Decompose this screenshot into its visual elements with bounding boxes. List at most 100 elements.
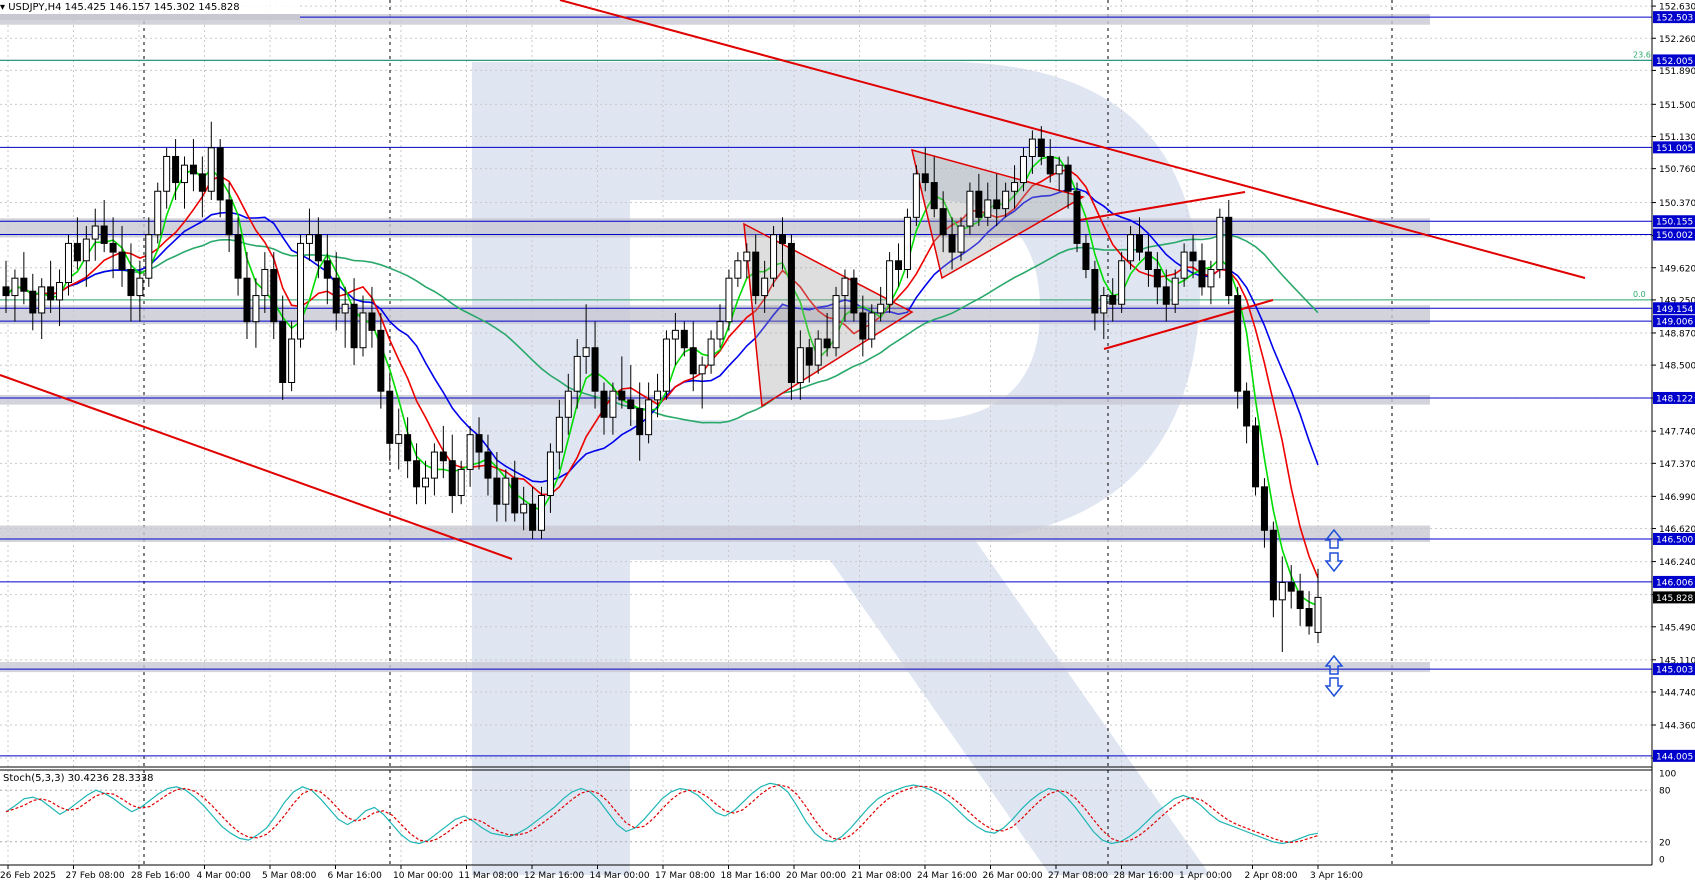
candle-body (1198, 260, 1206, 288)
time-label: 17 Mar 08:00 (655, 871, 715, 881)
candle-body (421, 477, 429, 488)
candle-body (1287, 581, 1295, 592)
candle-body (1180, 251, 1188, 279)
candle-body (439, 451, 447, 462)
triangle-pattern (743, 222, 914, 408)
trend-line (559, 0, 1586, 279)
candle-body (555, 416, 563, 453)
level-price-tag (1653, 532, 1695, 545)
candle-body (903, 216, 911, 270)
level-price-label: 150.002 (1656, 231, 1693, 241)
price-tick-label: 151.130 (1659, 133, 1695, 143)
candle-body (886, 260, 894, 305)
time-label: 5 Mar 08:00 (262, 871, 317, 881)
candle-body (341, 303, 349, 314)
time-label: 28 Feb 16:00 (131, 871, 190, 881)
candle-body (225, 199, 233, 236)
candle-body (198, 173, 206, 192)
candle-body (1189, 251, 1197, 262)
price-tick-label: 145.490 (1659, 623, 1695, 633)
candle-body (430, 451, 438, 479)
price-tick-label: 147.740 (1659, 428, 1695, 438)
candle-body (73, 242, 81, 262)
candle-body (11, 277, 19, 297)
candle-body (100, 225, 108, 244)
time-label: 2 Apr 08:00 (1245, 871, 1298, 881)
stoch-level-label: 80 (1659, 787, 1671, 797)
candle-body (752, 251, 760, 297)
price-tick-label: 144.360 (1659, 722, 1695, 732)
candle-body (163, 155, 171, 192)
candle-body (1118, 260, 1126, 305)
level-price-tag (1653, 215, 1695, 228)
candle-body (181, 164, 189, 184)
candle-body (725, 277, 733, 323)
price-zone (0, 218, 1430, 238)
candle-body (368, 312, 376, 331)
candle-body (1055, 164, 1063, 175)
price-zone (0, 14, 1430, 25)
price-tick-label: 152.630 (1659, 3, 1695, 13)
price-tick-label: 152.260 (1659, 35, 1695, 45)
level-price-label: 145.003 (1656, 666, 1693, 676)
candle-body (993, 199, 1001, 210)
candle-body (1252, 425, 1260, 488)
candle-body (47, 286, 55, 301)
candle-body (484, 451, 492, 479)
candle-body (395, 434, 403, 444)
candle-body (957, 225, 965, 253)
stoch-header: Stoch(5,3,3) 30.4236 28.3338 (3, 773, 154, 784)
candle-body (1073, 190, 1081, 244)
candle-body (1011, 182, 1019, 192)
time-label: 6 Mar 16:00 (328, 871, 383, 881)
candle-body (636, 408, 644, 436)
trend-line (0, 374, 513, 560)
candle-body (1100, 295, 1108, 314)
symbol-header: ▾ USDJPY,H4 145.425 146.157 145.302 145.… (0, 2, 240, 13)
candle-body (1109, 295, 1117, 305)
level-price-tag (1653, 11, 1695, 24)
level-price-tag (1653, 663, 1695, 676)
candle-body (448, 460, 456, 497)
candle-body (948, 234, 956, 253)
direction-arrows (1324, 528, 1344, 698)
candle-body (573, 355, 581, 392)
candlesticks (2, 121, 1322, 652)
ma-fast-line (5, 155, 1319, 607)
candle-body (707, 338, 715, 366)
stochastic-panel: 100 80 20 0 (0, 770, 1676, 866)
candle-body (1234, 295, 1242, 392)
fib-label: 0.0 (1633, 290, 1646, 299)
candle-body (520, 503, 528, 514)
time-label: 12 Mar 16:00 (524, 871, 584, 881)
candle-body (216, 147, 224, 201)
candle-body (770, 234, 778, 279)
current-price-tag (1653, 591, 1695, 604)
candle-body (1019, 155, 1027, 184)
candle-body (939, 208, 947, 236)
candle-body (1135, 234, 1143, 253)
level-price-label: 151.005 (1656, 144, 1693, 154)
candle-body (743, 251, 751, 262)
candle-body (1216, 216, 1224, 270)
candle-body (1162, 286, 1170, 305)
candle-body (796, 347, 804, 383)
time-label: 24 Mar 16:00 (917, 871, 977, 881)
down-arrow-icon (1324, 677, 1344, 698)
candle-body (413, 460, 421, 488)
candle-body (109, 242, 117, 253)
candle-body (912, 173, 920, 218)
candle-body (91, 225, 99, 240)
candle-body (761, 277, 769, 297)
candle-body (591, 347, 599, 392)
candle-body (20, 277, 28, 292)
candle-body (1144, 251, 1152, 270)
level-price-tag (1653, 54, 1695, 67)
candle-body (145, 234, 153, 279)
candle-body (582, 347, 590, 357)
candle-body (1127, 234, 1135, 262)
candle-body (921, 173, 929, 184)
up-arrow-icon (1324, 654, 1344, 675)
candle-body (136, 277, 144, 297)
